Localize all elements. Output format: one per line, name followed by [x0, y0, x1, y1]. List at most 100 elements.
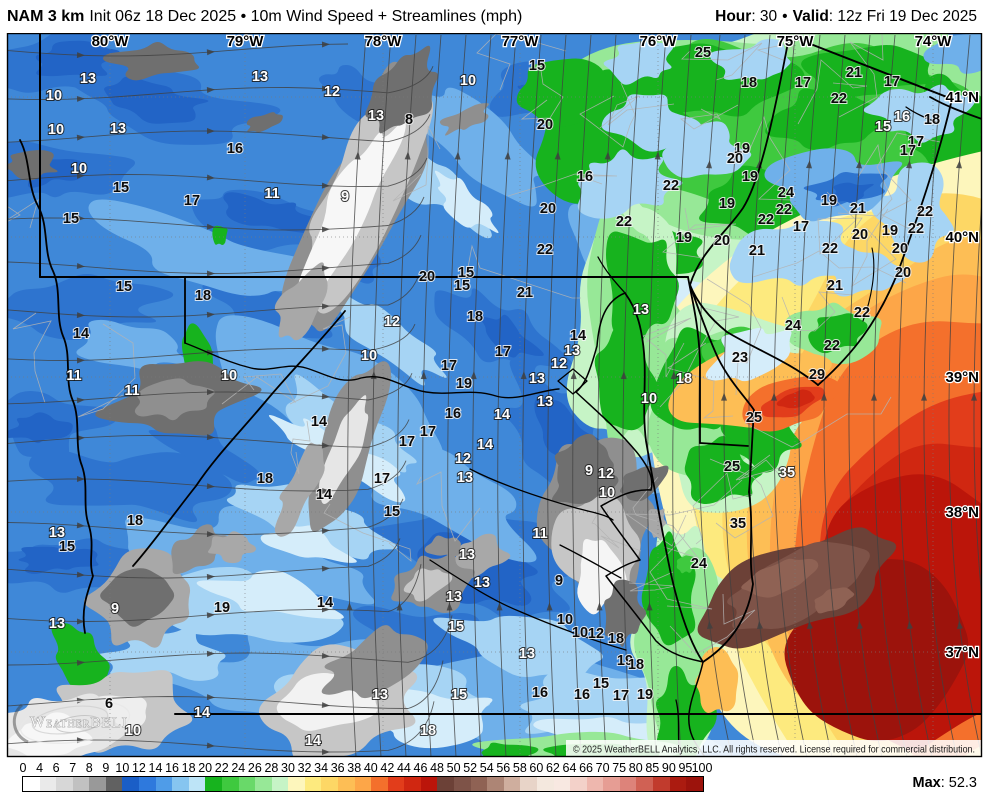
wind-shade-blob [223, 192, 331, 235]
wind-value-label: 10 [361, 348, 377, 364]
wind-value-label: 14 [73, 326, 89, 342]
colorbar-tick: 66 [579, 761, 594, 775]
colorbar-segment [669, 777, 687, 791]
header-bar: NAM 3 km Init 06z 18 Dec 2025 • 10m Wind … [0, 0, 984, 33]
colorbar-tick: 10 [115, 761, 130, 775]
state-borders [19, 34, 981, 756]
wind-value-label: 11 [66, 368, 81, 384]
wind-shade-blob [605, 231, 679, 343]
colorbar-segment [23, 777, 40, 791]
colorbar-segment [437, 777, 455, 791]
wind-shade-blob [709, 38, 791, 80]
max-value-readout: Max: 52.3 [913, 775, 978, 791]
wind-value-label: 14 [477, 437, 493, 453]
wind-value-label: 35 [730, 516, 746, 532]
wind-shade-blob [676, 555, 696, 574]
wind-value-label: 15 [454, 278, 470, 294]
hour-label: Hour [715, 7, 752, 25]
wind-value-label: 13 [564, 343, 580, 359]
colorbar-tick: 20 [198, 761, 213, 775]
colorbar-tick: 38 [347, 761, 362, 775]
wind-value-label: 19 [617, 653, 633, 669]
colorbar-segment [205, 777, 222, 791]
wind-value-label: 21 [850, 201, 866, 217]
wind-value-label: 18 [628, 657, 644, 673]
wind-shade-blob [8, 150, 58, 181]
wind-value-label: 22 [616, 214, 632, 230]
colorbar-tick: 24 [231, 761, 246, 775]
wind-value-label: 17 [184, 193, 200, 209]
colorbar-segment [188, 777, 206, 791]
wind-value-label: 14 [570, 328, 586, 344]
wind-value-label: 13 [252, 69, 268, 85]
valid-label: Valid [792, 7, 829, 25]
wind-shade-blob [647, 508, 667, 541]
colorbar-segment [536, 777, 554, 791]
wind-shade-blob [403, 568, 453, 602]
wind-value-label: 18 [127, 513, 143, 529]
wind-value-label: 19 [742, 169, 758, 185]
wind-value-label: 13 [49, 525, 65, 541]
colorbar-segment [404, 777, 421, 791]
wind-value-label: 19 [719, 196, 735, 212]
longitude-label: 77°W [502, 33, 540, 50]
wind-value-label: 15 [113, 180, 129, 196]
colorbar-segment [603, 777, 620, 791]
wind-value-label: 20 [895, 265, 911, 281]
wind-shade-blob [481, 742, 539, 756]
wind-value-label: 14 [305, 733, 321, 749]
longitude-label: 79°W [227, 33, 265, 50]
wind-value-label: 13 [368, 108, 384, 124]
wind-value-label: 9 [585, 463, 593, 479]
wind-value-label: 13 [457, 470, 473, 486]
colorbar-segment [221, 777, 239, 791]
wind-shade-blob [480, 314, 544, 358]
wind-value-label: 13 [110, 121, 126, 137]
wind-value-label: 15 [593, 676, 609, 692]
wind-shade-blob [814, 587, 855, 614]
wind-value-label: 22 [917, 204, 933, 220]
wind-value-label: 25 [695, 45, 711, 61]
colorbar-segment [105, 777, 123, 791]
wind-shade-blob [35, 40, 120, 77]
wind-value-label: 17 [374, 471, 390, 487]
colorbar-segment [56, 777, 73, 791]
max-value: : 52.3 [940, 775, 977, 791]
wind-shade-blob [321, 625, 428, 699]
bullet-separator: • [782, 7, 788, 25]
wind-value-label: 20 [727, 151, 743, 167]
watermark-text: WEATHERBELL [30, 714, 132, 731]
wind-value-label: 9 [111, 601, 119, 617]
wind-value-label: 23 [732, 350, 748, 366]
colorbar-segment [255, 777, 272, 791]
wind-value-label: 15 [458, 265, 474, 281]
title-rest: Init 06z 18 Dec 2025 • 10m Wind Speed + … [89, 7, 523, 25]
wind-value-label: 22 [663, 178, 679, 194]
wind-value-label: 19 [882, 223, 898, 239]
map-frame [6, 32, 983, 758]
colorbar-segment [39, 777, 57, 791]
colorbar-segment [686, 777, 703, 791]
wind-value-label: 12 [324, 84, 340, 100]
wind-value-label: 10 [71, 161, 87, 177]
wind-value-label: 15 [448, 619, 464, 635]
wind-value-label: 10 [572, 625, 588, 641]
wind-value-label: 25 [724, 459, 740, 475]
colorbar-segment [371, 777, 388, 791]
colorbar-tick: 40 [363, 761, 378, 775]
colorbar-segment [420, 777, 438, 791]
colorbar-tick: 28 [264, 761, 279, 775]
wind-value-label: 16 [577, 169, 593, 185]
wind-value-label: 20 [540, 201, 556, 217]
colorbar-tick: 18 [181, 761, 196, 775]
wind-value-label: 20 [419, 269, 435, 285]
colorbar-tick: 75 [612, 761, 627, 775]
colorbar-tick: 16 [165, 761, 179, 775]
wind-value-label: 35 [779, 465, 795, 481]
colorbar-tick: 9 [102, 761, 110, 775]
colorbar-segment [238, 777, 256, 791]
colorbar-tick: 44 [396, 761, 411, 775]
wind-value-label: 17 [900, 143, 916, 159]
wind-value-label: 11 [532, 526, 547, 542]
colorbar-segment [570, 777, 587, 791]
